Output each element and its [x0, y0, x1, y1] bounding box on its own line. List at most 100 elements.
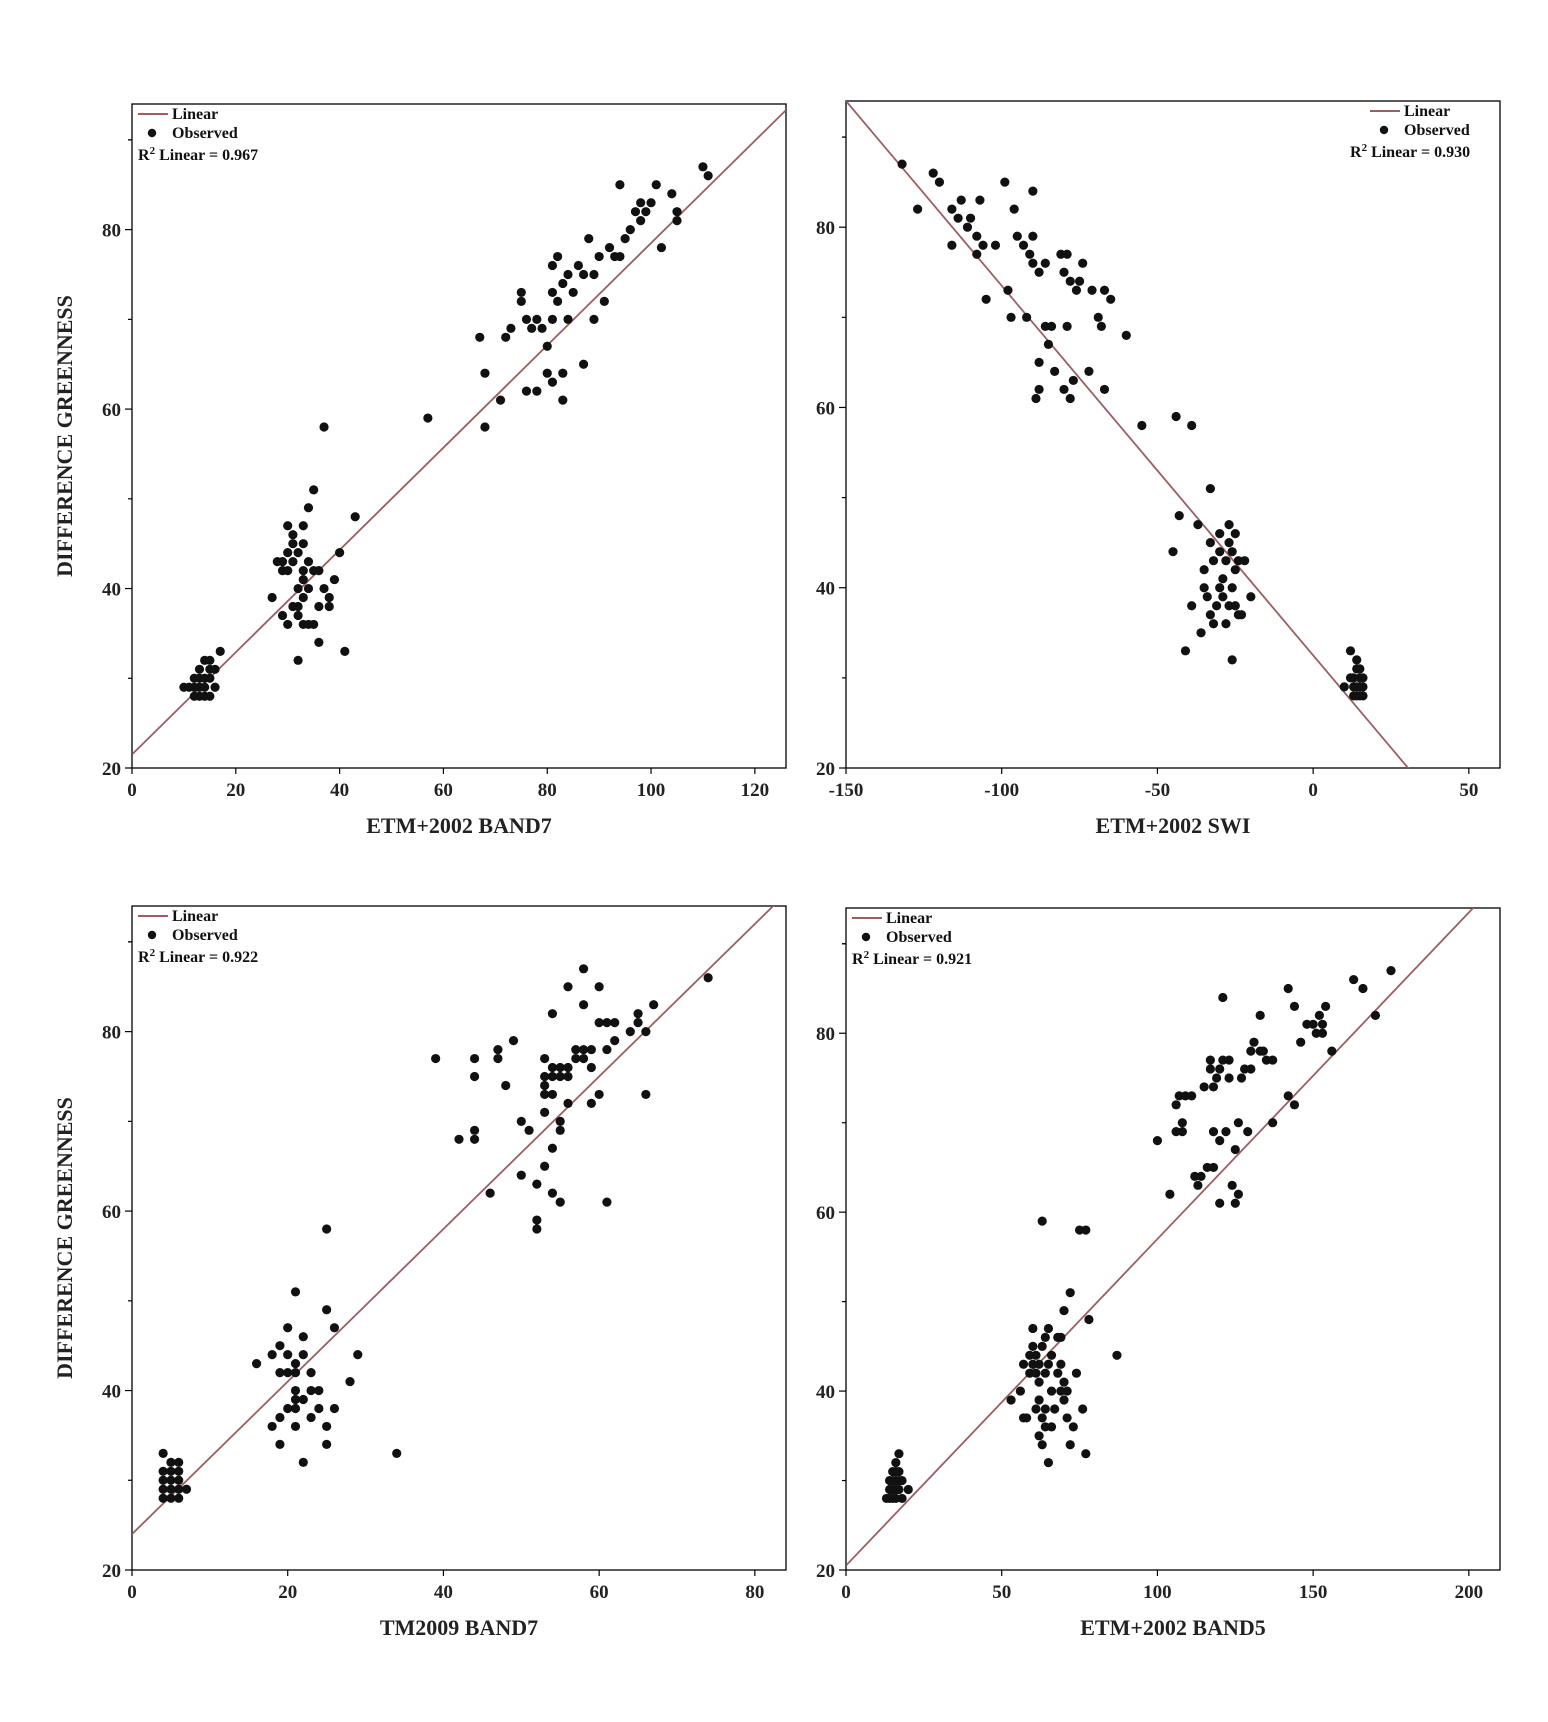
r2-superscript: 2 [150, 947, 156, 959]
data-point [469, 1134, 480, 1144]
data-point [314, 637, 324, 647]
data-point [298, 521, 308, 531]
data-point [1074, 276, 1085, 286]
data-point [947, 204, 957, 214]
data-point [290, 1403, 301, 1414]
data-point [1358, 673, 1368, 683]
data-point [521, 314, 532, 324]
data-point [267, 1350, 277, 1360]
data-point [1053, 1368, 1063, 1378]
data-point [319, 583, 329, 594]
data-point [1040, 258, 1050, 268]
data-point [953, 213, 963, 223]
data-point [913, 204, 923, 214]
data-point [322, 1421, 332, 1432]
data-point [306, 1412, 316, 1423]
data-point [891, 1458, 901, 1468]
data-point [283, 1403, 293, 1414]
data-point [392, 1448, 402, 1458]
data-point [975, 195, 985, 205]
data-point [547, 1089, 558, 1100]
data-point [1121, 330, 1131, 340]
data-point [1230, 529, 1240, 539]
data-point [174, 1457, 184, 1467]
data-point [158, 1448, 168, 1458]
data-point [1174, 511, 1184, 521]
data-point [1230, 565, 1240, 575]
data-point [1012, 231, 1022, 241]
data-point [290, 1287, 301, 1297]
data-point [1065, 393, 1075, 404]
data-point [166, 1493, 176, 1503]
data-point [205, 655, 215, 665]
data-point [298, 574, 308, 585]
data-point [641, 1089, 651, 1100]
data-point [288, 530, 298, 540]
data-point [578, 359, 589, 369]
data-point [1258, 1046, 1268, 1056]
data-point [350, 512, 360, 522]
data-point [1202, 592, 1212, 602]
data-point [1224, 538, 1234, 548]
legend: Linear Observed R2 Linear = 0.967 [138, 106, 258, 164]
legend: Linear Observed R2 Linear = 0.930 [1350, 103, 1470, 161]
data-point [329, 574, 340, 585]
legend-linear-label: Linear [172, 908, 218, 925]
fit-line [846, 908, 1475, 1567]
data-point [563, 1071, 573, 1082]
data-point [1349, 974, 1359, 985]
data-point [1028, 1323, 1038, 1334]
data-point [524, 1125, 534, 1135]
data-point [298, 1332, 308, 1342]
r2-value: Linear = 0.922 [159, 949, 258, 966]
data-point [322, 1224, 332, 1234]
data-point [1289, 1001, 1300, 1012]
data-point [324, 592, 334, 603]
x-tick-label: 40 [330, 780, 349, 801]
plot-frame [845, 100, 1501, 769]
data-point [1099, 384, 1110, 395]
data-point [578, 269, 589, 280]
data-point [1025, 249, 1035, 259]
data-point [1046, 1422, 1057, 1432]
data-point [1205, 1055, 1215, 1065]
data-point [956, 195, 966, 205]
data-point [1233, 1189, 1243, 1199]
y-tick-label: 20 [816, 1561, 835, 1582]
x-tick-label: 200 [1455, 1582, 1484, 1603]
data-point [589, 269, 599, 280]
data-point [615, 251, 625, 262]
data-point [897, 1493, 907, 1504]
data-point [1199, 1082, 1209, 1092]
data-point [166, 1457, 176, 1467]
data-point [1255, 1010, 1265, 1020]
data-point [1249, 1037, 1259, 1047]
data-point [1358, 983, 1368, 994]
data-point [1268, 1055, 1278, 1065]
data-point [1043, 1359, 1054, 1369]
data-point [516, 1170, 526, 1180]
data-point [1031, 393, 1041, 404]
data-point [646, 198, 656, 208]
data-point [1031, 1368, 1041, 1378]
x-tick-label: -50 [1145, 780, 1170, 801]
data-point [1168, 547, 1178, 557]
data-point [493, 1053, 503, 1064]
data-point [1093, 312, 1103, 322]
data-point [1370, 1010, 1381, 1020]
y-tick-label: 60 [102, 1202, 121, 1223]
data-point [1043, 339, 1054, 349]
y-tick-label: 20 [102, 1561, 121, 1582]
data-point [1006, 312, 1016, 322]
fit-line [846, 101, 1410, 768]
x-tick-label: 60 [434, 780, 453, 801]
data-point [166, 1484, 176, 1494]
data-point [1208, 1162, 1219, 1173]
data-point [586, 1044, 596, 1055]
data-point [558, 278, 568, 289]
legend-r2-label: R2 Linear = 0.921 [852, 949, 972, 968]
data-point [1099, 285, 1110, 295]
data-point [555, 1125, 565, 1135]
data-point [267, 592, 277, 603]
data-point [703, 171, 713, 181]
